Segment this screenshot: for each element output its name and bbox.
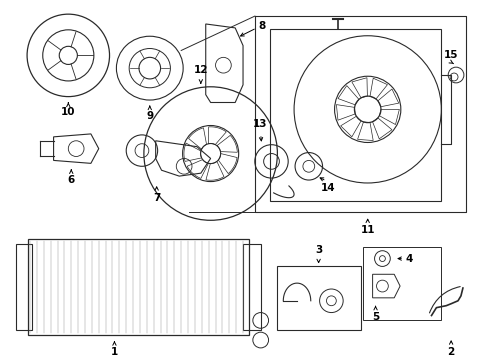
Text: 3: 3	[315, 245, 322, 255]
Text: 14: 14	[321, 183, 336, 193]
Bar	[363, 247, 441, 320]
Text: 12: 12	[194, 65, 208, 75]
Bar	[270, 29, 441, 201]
Text: 5: 5	[372, 311, 379, 321]
Bar	[28, 239, 249, 335]
Bar	[277, 266, 361, 330]
Text: 7: 7	[153, 193, 160, 203]
Text: 4: 4	[406, 253, 414, 264]
Text: 2: 2	[447, 347, 455, 357]
Bar	[243, 244, 261, 330]
Text: 1: 1	[111, 347, 118, 357]
Text: 9: 9	[146, 111, 153, 121]
Text: 6: 6	[68, 175, 75, 185]
Text: 8: 8	[259, 21, 266, 31]
Text: 10: 10	[61, 107, 75, 117]
Bar	[16, 244, 32, 330]
Text: 13: 13	[252, 119, 267, 129]
Text: 15: 15	[444, 50, 458, 60]
Text: 11: 11	[361, 225, 375, 235]
FancyArrowPatch shape	[430, 287, 460, 313]
